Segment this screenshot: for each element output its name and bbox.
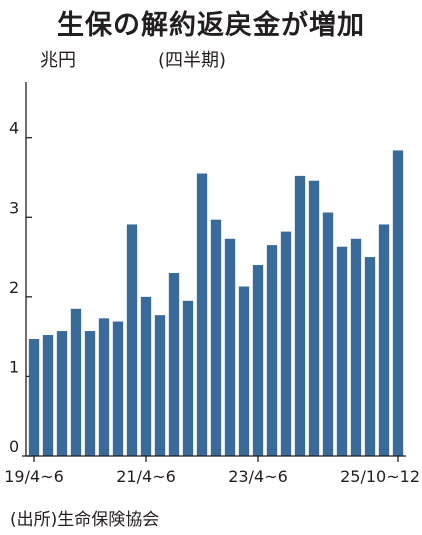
bar: 23/4~6: 2.4	[252, 265, 264, 456]
bar: 24/7~9: 3.06	[322, 212, 334, 456]
bar: 19/10~12: 1.57	[56, 331, 68, 456]
bar: 22/4~6: 3.55	[196, 173, 208, 457]
bar: 24/1~3: 3.52	[294, 175, 306, 456]
bar: 20/1~3: 1.85	[70, 308, 82, 456]
y-tick-label: 0	[9, 437, 19, 456]
bar: 23/7~9: 2.65	[266, 245, 278, 456]
chart-title: 生保の解約返戻金が増加	[57, 10, 365, 41]
x-axis: 19/4~6 21/4~6 23/4~6 25/10~12	[4, 455, 420, 486]
y-axis: 0 1 2 3 4	[9, 82, 32, 457]
bar: 22/7~9: 2.97	[210, 219, 222, 456]
bar: 20/4~6: 1.57	[84, 331, 96, 456]
bar: 25/10~12: 3.84	[392, 150, 404, 457]
bar: 21/1~3: 2.91	[126, 224, 138, 456]
bar: 25/1~3: 2.73	[350, 238, 362, 456]
unit-label: 兆円	[40, 50, 76, 71]
bar: 19/7~9: 1.52	[42, 335, 54, 456]
period-label: (四半期)	[158, 50, 227, 71]
x-tick-label: 23/4~6	[228, 467, 288, 486]
bar: 22/10~12: 2.73	[224, 238, 236, 456]
y-tick-label: 2	[9, 278, 19, 297]
bar: 23/10~12: 2.82	[280, 231, 292, 456]
bar: 21/10~12: 2.3	[168, 272, 180, 456]
x-tick-label: 19/4~6	[4, 467, 64, 486]
y-tick-label: 3	[9, 198, 19, 217]
bar-chart: 0 1 2 3 4 19/4~6: 1.4719/7~9: 1.5219/10~12: …	[4, 82, 420, 486]
bar: 19/4~6: 1.47	[28, 339, 40, 456]
bar: 24/10~12: 2.63	[336, 246, 348, 456]
bar: 25/7~9: 2.91	[378, 224, 390, 456]
bar: 23/1~3: 2.13	[238, 286, 250, 456]
bar: 22/1~3: 1.95	[182, 300, 194, 456]
y-tick-label: 4	[9, 119, 19, 138]
y-tick-label: 1	[9, 357, 19, 376]
bar: 25/4~6: 2.5	[364, 257, 376, 456]
x-tick-label: 21/4~6	[116, 467, 176, 486]
bar: 21/7~9: 1.77	[154, 315, 166, 456]
bars: 19/4~6: 1.4719/7~9: 1.5219/10~12: 1.5720…	[28, 150, 404, 457]
bar: 20/7~9: 1.73	[98, 318, 110, 456]
bar: 20/10~12: 1.69	[112, 321, 124, 456]
bar: 24/4~6: 3.46	[308, 180, 320, 456]
bar: 21/4~6: 2	[140, 296, 152, 456]
x-tick-label: 25/10~12	[340, 467, 420, 486]
source-note: (出所)生命保険協会	[10, 510, 160, 530]
